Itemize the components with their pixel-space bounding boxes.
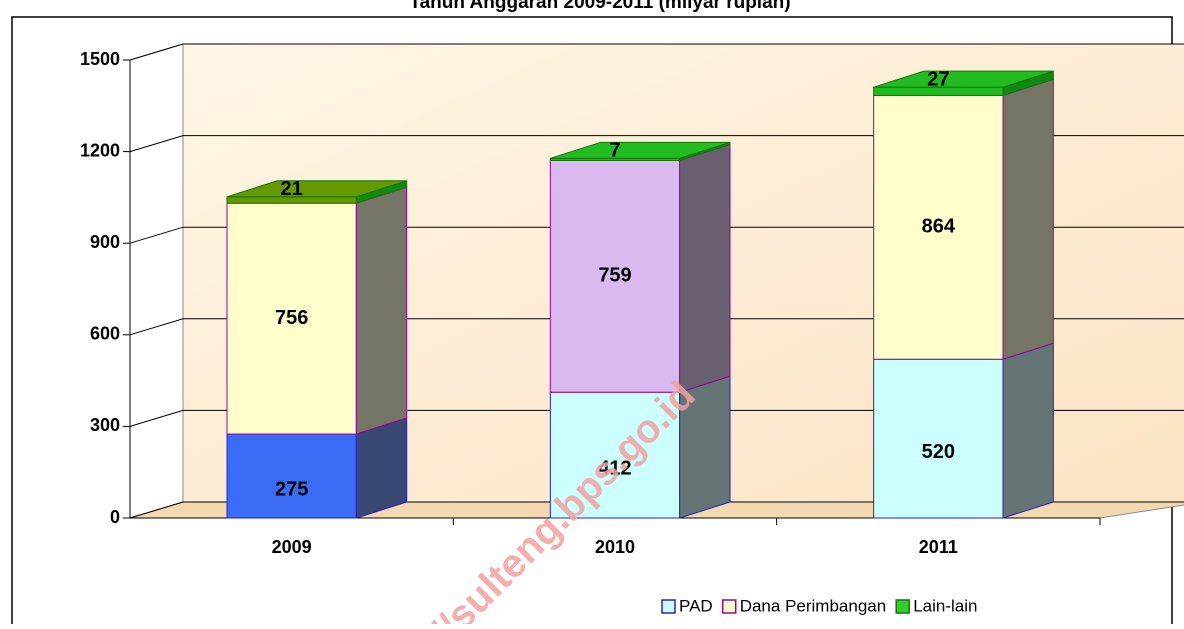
data-label: 7 (609, 140, 620, 162)
legend-label: Lain-lain (913, 596, 977, 615)
y-tick-label: 1200 (80, 140, 120, 160)
bar-top (550, 141, 731, 159)
grid-line (129, 226, 1184, 244)
y-tick-label: 600 (90, 324, 120, 344)
bar-side (679, 143, 731, 393)
plot: 0 300 600 900 1200 1500 2009 275 756 21 2010 412 759… (80, 43, 1184, 557)
data-label: 27 (927, 68, 949, 90)
legend-swatch (721, 599, 737, 614)
data-label: 756 (275, 307, 308, 329)
bar-side (1002, 342, 1054, 519)
bar-segment (226, 202, 357, 435)
y-tick-label: 900 (90, 232, 120, 252)
y-tick-label: 0 (110, 507, 120, 527)
bar-segment (873, 358, 1004, 519)
bar-top (226, 180, 407, 198)
chart-title: Tahun Anggaran 2009-2011 (milyar rupiah) (409, 0, 790, 13)
data-label: 520 (922, 441, 955, 463)
x-tick-label: 2011 (919, 537, 958, 557)
grid-line (129, 318, 1184, 336)
data-label: 21 (281, 178, 303, 200)
x-tick-label: 2009 (272, 537, 312, 557)
data-label: 864 (922, 216, 956, 238)
legend-swatch (895, 599, 910, 614)
legend-swatch (661, 599, 676, 614)
bar-side (355, 417, 408, 519)
side-wall (129, 43, 184, 519)
data-label: 275 (275, 478, 308, 500)
bar-segment (549, 391, 681, 519)
grid-line (129, 43, 1184, 61)
legend-label: Dana Perimbangan (740, 596, 886, 615)
bar-segment (873, 94, 1004, 360)
grid-line (129, 409, 1184, 427)
bar-top (873, 70, 1054, 88)
bar-segment (226, 433, 357, 519)
legend: PAD Dana Perimbangan Lain-lain (661, 596, 977, 615)
y-tick-label: 300 (90, 415, 120, 435)
bar-side (1002, 78, 1054, 360)
data-label: 412 (598, 457, 631, 479)
grid-line (129, 501, 1184, 519)
legend-label: PAD (679, 596, 713, 615)
grid-line (129, 135, 1184, 153)
y-tick-label: 1500 (80, 49, 120, 69)
x-tick-label: 2010 (595, 537, 635, 557)
bar-segment (549, 159, 681, 393)
bar-side (355, 186, 408, 435)
data-label: 759 (598, 265, 631, 287)
